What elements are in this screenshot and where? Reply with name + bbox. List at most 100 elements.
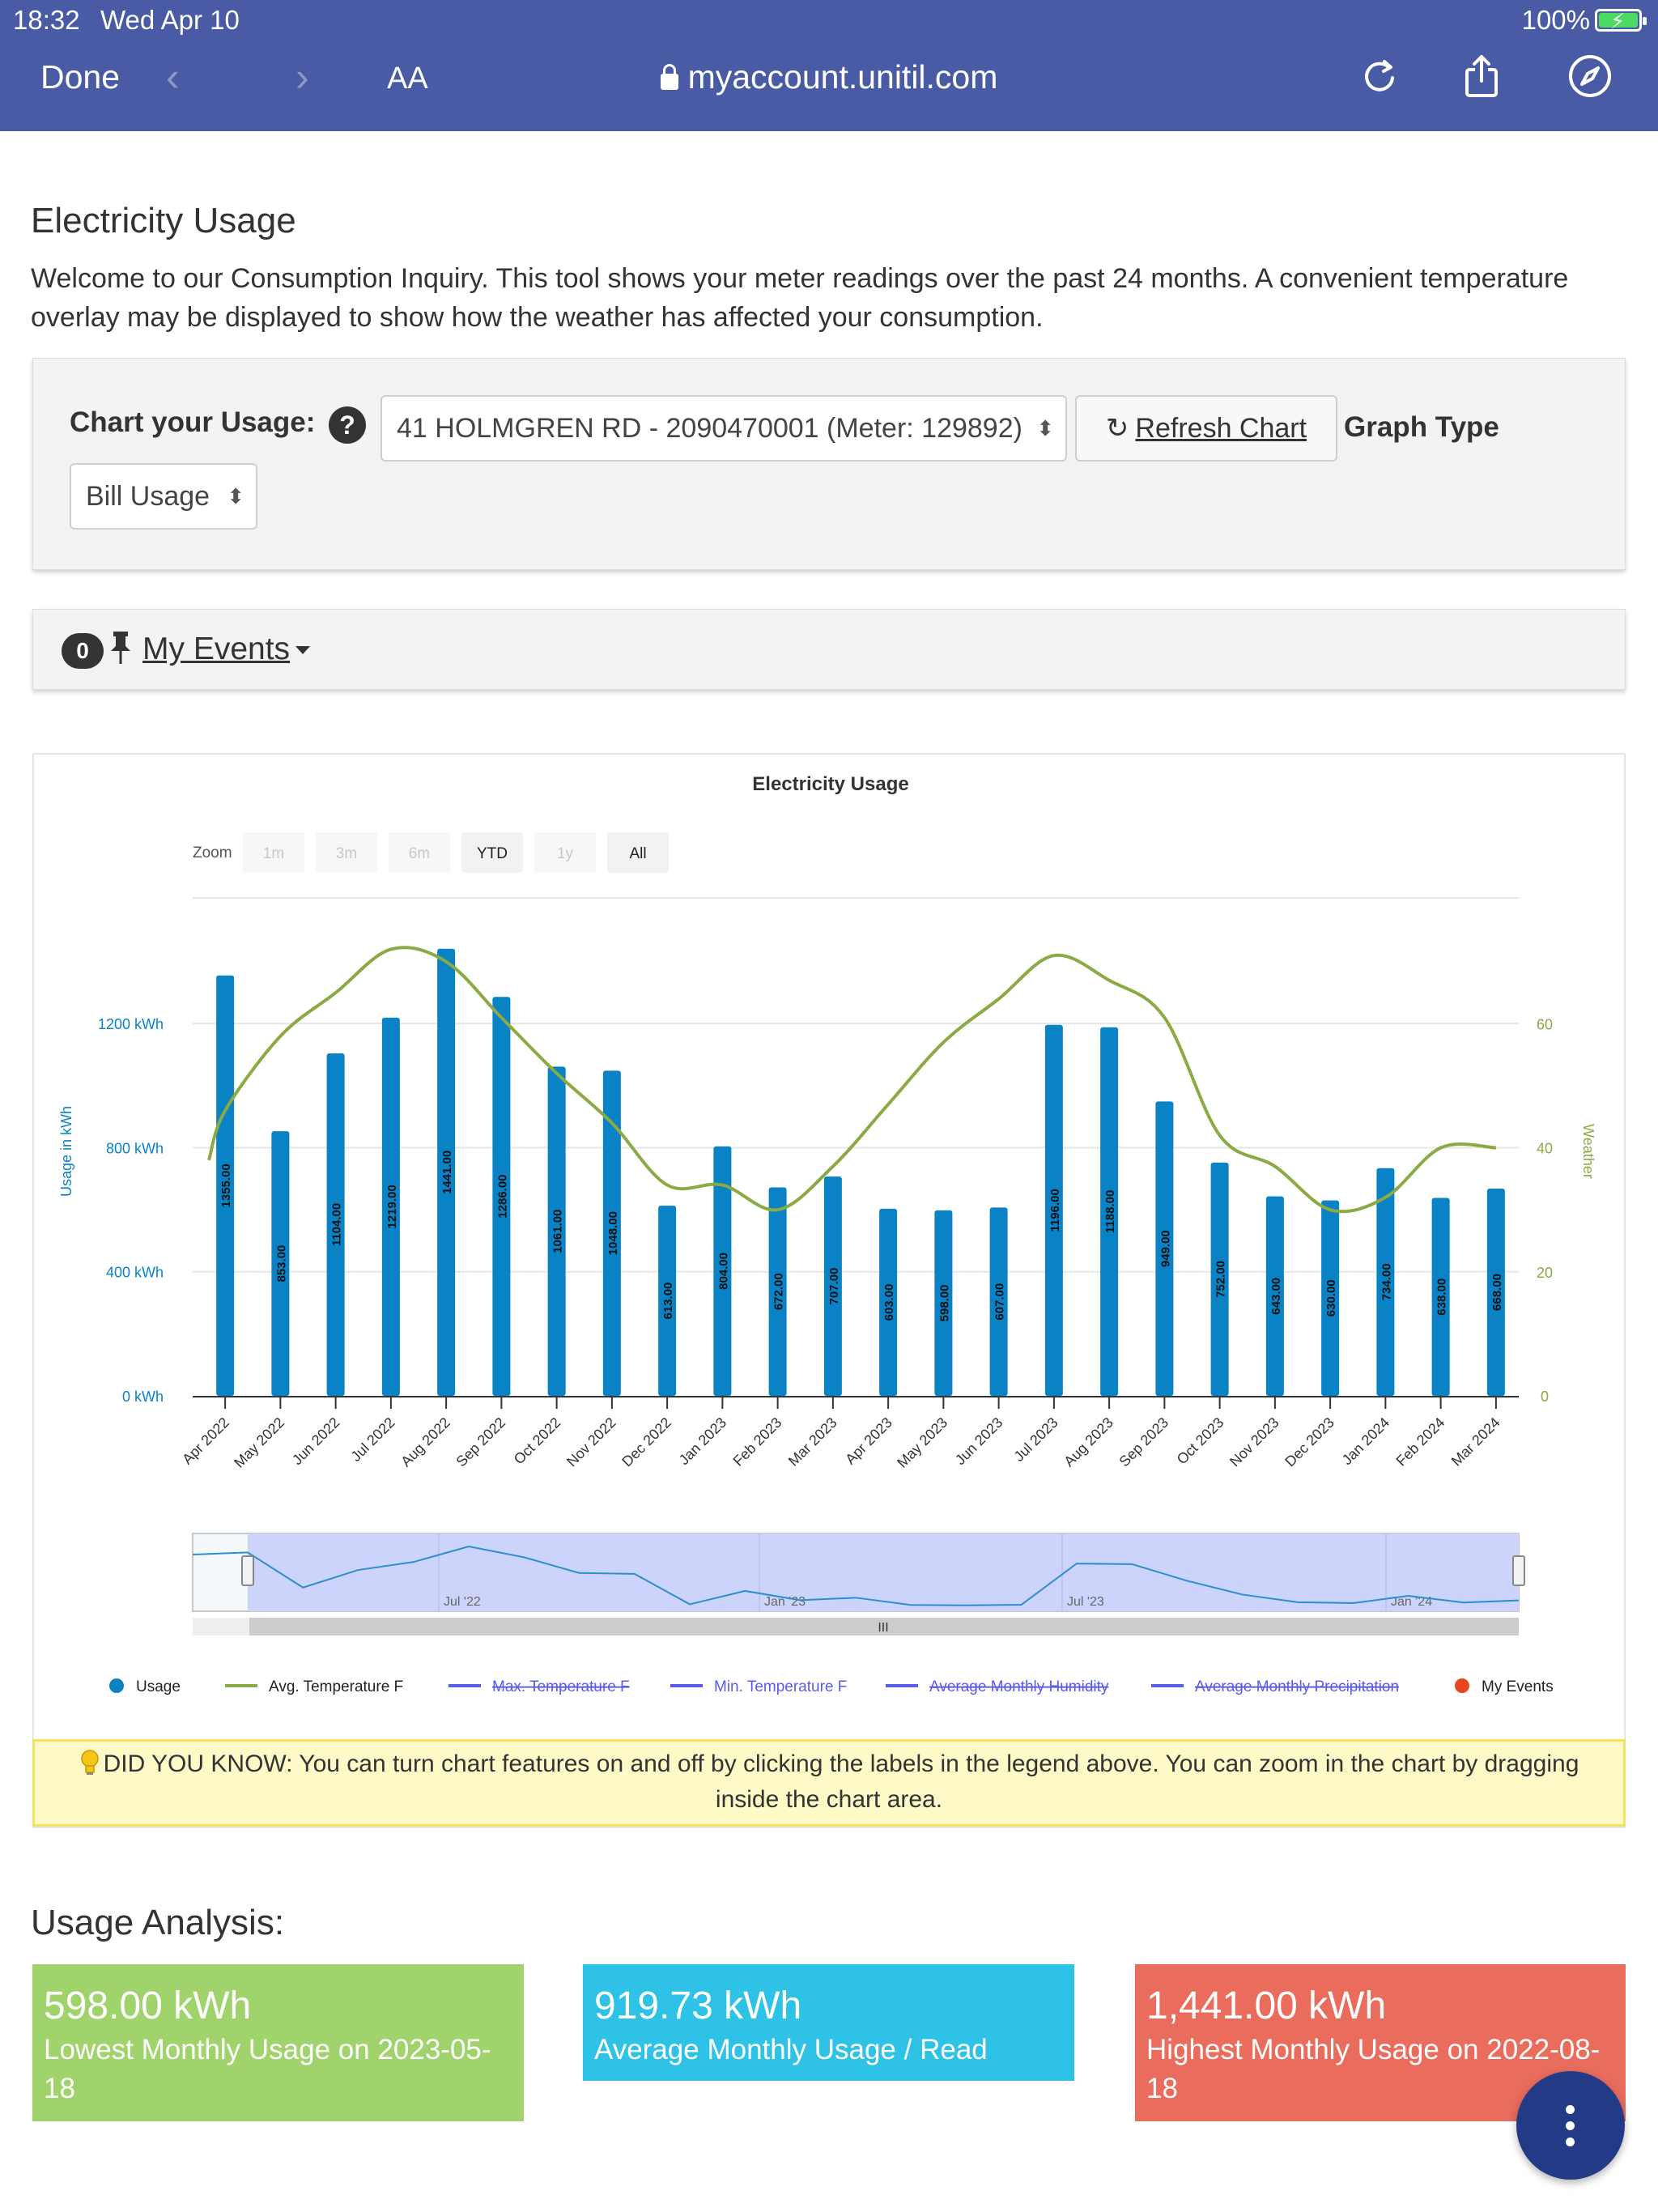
usage-bar-label: 672.00 — [772, 1273, 786, 1310]
zoom-button-label: 1y — [557, 845, 574, 862]
x-tick-label: Dec 2023 — [1282, 1414, 1337, 1470]
select-arrows-icon: ⬍ — [1036, 397, 1054, 460]
usage-chart[interactable]: Electricity Usage Zoom 1m 3m 6m YTD 1y All 0 kWh… — [32, 753, 1626, 1828]
did-you-know-tip: DID YOU KNOW: You can turn chart feature… — [32, 1739, 1626, 1827]
graph-type-select[interactable]: Bill Usage ⬍ — [70, 463, 257, 530]
lowest-usage-value: 598.00 kWh — [44, 1982, 512, 2031]
x-tick-label: May 2022 — [231, 1414, 287, 1471]
legend-item[interactable]: Max. Temperature F — [492, 1678, 630, 1695]
usage-bar-label: 1219.00 — [385, 1185, 399, 1228]
legend-item[interactable]: Avg. Temperature F — [269, 1678, 403, 1695]
navigator-handle[interactable] — [1513, 1556, 1524, 1585]
more-options-button[interactable] — [1516, 2071, 1625, 2180]
usage-bar-label: 603.00 — [882, 1284, 896, 1321]
legend-item[interactable]: My Events — [1482, 1678, 1554, 1695]
legend-marker[interactable] — [109, 1678, 124, 1693]
usage-bar-label: 707.00 — [827, 1268, 841, 1305]
average-usage-label: Average Monthly Usage / Read — [594, 2031, 1063, 2069]
usage-bar-label: 643.00 — [1269, 1278, 1283, 1315]
y-tick-label: 0 kWh — [122, 1389, 164, 1405]
events-count-badge: 0 — [62, 633, 104, 669]
legend-item[interactable]: Average Monthly Precipitation — [1195, 1678, 1399, 1695]
usage-bar-label: 598.00 — [937, 1284, 951, 1321]
refresh-chart-label: Refresh Chart — [1135, 413, 1307, 444]
temperature-line[interactable] — [209, 947, 1496, 1211]
account-select-value: 41 HOLMGREN RD - 2090470001 (Meter: 1298… — [397, 413, 1022, 444]
x-tick-label: Sep 2023 — [1116, 1414, 1172, 1470]
chart-usage-label: Chart your Usage: — [70, 406, 315, 439]
x-tick-label: Apr 2023 — [842, 1414, 895, 1468]
average-usage-value: 919.73 kWh — [594, 1982, 1063, 2031]
legend-item[interactable]: Usage — [136, 1678, 181, 1695]
lowest-usage-card: 598.00 kWh Lowest Monthly Usage on 2023-… — [32, 1964, 524, 2121]
x-tick-label: Nov 2022 — [563, 1414, 619, 1470]
usage-bar-label: 1188.00 — [1103, 1190, 1117, 1233]
zoom-button-label: 3m — [336, 845, 357, 862]
zoom-button-label: 1m — [263, 845, 284, 862]
x-tick-label: Oct 2022 — [511, 1414, 564, 1468]
address-bar[interactable]: myaccount.unitil.com — [0, 58, 1658, 96]
share-icon[interactable] — [1459, 53, 1504, 99]
legend-marker[interactable] — [1455, 1678, 1469, 1693]
y2-tick-label: 40 — [1537, 1141, 1553, 1157]
x-tick-label: Feb 2023 — [730, 1414, 785, 1470]
zoom-label: Zoom — [193, 844, 232, 861]
zoom-button-label: All — [629, 845, 646, 862]
my-events-link[interactable]: My Events — [142, 632, 290, 667]
compass-icon[interactable] — [1567, 53, 1613, 99]
select-arrows-icon: ⬍ — [227, 465, 244, 528]
battery-percent: 100% — [1522, 5, 1590, 36]
usage-bar-label: 668.00 — [1490, 1274, 1504, 1311]
usage-bar-label: 949.00 — [1158, 1230, 1172, 1267]
x-tick-label: Dec 2022 — [619, 1414, 674, 1470]
x-tick-label: May 2023 — [894, 1414, 950, 1471]
navigator-label: Jul '23 — [1067, 1595, 1104, 1609]
navigator-handle[interactable] — [242, 1556, 253, 1585]
graph-type-label: Graph Type — [1344, 411, 1499, 444]
x-tick-label: Nov 2023 — [1226, 1414, 1282, 1470]
browser-toolbar: 18:32 Wed Apr 10 100% ⚡ Done ‹ › AA myac… — [0, 0, 1658, 131]
chart-controls-panel — [32, 358, 1626, 570]
usage-bar-label: 1441.00 — [440, 1151, 454, 1194]
chart-title: Electricity Usage — [752, 773, 908, 795]
y2-tick-label: 60 — [1537, 1016, 1553, 1032]
x-tick-label: Jun 2023 — [952, 1414, 1006, 1469]
y2-tick-label: 0 — [1541, 1389, 1549, 1405]
x-tick-label: Feb 2024 — [1393, 1414, 1448, 1470]
y-tick-label: 800 kWh — [106, 1140, 164, 1156]
pushpin-icon — [108, 630, 133, 666]
usage-analysis-title: Usage Analysis: — [31, 1903, 284, 1943]
legend-item[interactable]: Average Monthly Humidity — [929, 1678, 1109, 1695]
reload-icon[interactable] — [1357, 53, 1402, 99]
legend-item[interactable]: Min. Temperature F — [714, 1678, 847, 1695]
lock-icon — [661, 74, 678, 90]
refresh-chart-button[interactable]: ↻ Refresh Chart — [1075, 395, 1337, 462]
graph-type-value: Bill Usage — [86, 481, 210, 512]
usage-bar-label: 1104.00 — [330, 1203, 344, 1246]
account-select[interactable]: 41 HOLMGREN RD - 2090470001 (Meter: 1298… — [380, 395, 1067, 462]
more-dots-icon — [1566, 2105, 1575, 2114]
usage-bar-label: 638.00 — [1435, 1278, 1449, 1316]
x-tick-label: Aug 2023 — [1061, 1414, 1116, 1470]
highest-usage-value: 1,441.00 kWh — [1146, 1982, 1614, 2031]
usage-bar-label: 734.00 — [1380, 1263, 1393, 1300]
usage-chart-svg[interactable]: Electricity Usage Zoom 1m 3m 6m YTD 1y All 0 kWh… — [34, 755, 1627, 1830]
status-time: 18:32 — [13, 5, 80, 36]
usage-bar-label: 1196.00 — [1048, 1189, 1062, 1231]
usage-bar-label: 1286.00 — [495, 1174, 509, 1218]
scrollbar-grip-icon: III — [878, 1621, 888, 1635]
lightbulb-icon — [79, 1749, 100, 1776]
y2-axis-title: Weather — [1580, 1124, 1596, 1179]
help-icon[interactable]: ? — [329, 406, 366, 444]
x-tick-label: Jun 2022 — [289, 1414, 343, 1469]
x-tick-label: Oct 2023 — [1174, 1414, 1227, 1468]
x-tick-label: Apr 2022 — [179, 1414, 232, 1468]
usage-bar-label: 630.00 — [1324, 1279, 1338, 1317]
caret-down-icon[interactable] — [295, 646, 310, 654]
page-intro: Welcome to our Consumption Inquiry. This… — [31, 259, 1618, 337]
x-tick-label: Sep 2022 — [453, 1414, 509, 1470]
page-title: Electricity Usage — [31, 201, 296, 241]
usage-bar-label: 804.00 — [716, 1253, 730, 1290]
usage-bar-label: 1355.00 — [219, 1163, 233, 1207]
x-tick-label: Jul 2022 — [347, 1414, 397, 1465]
